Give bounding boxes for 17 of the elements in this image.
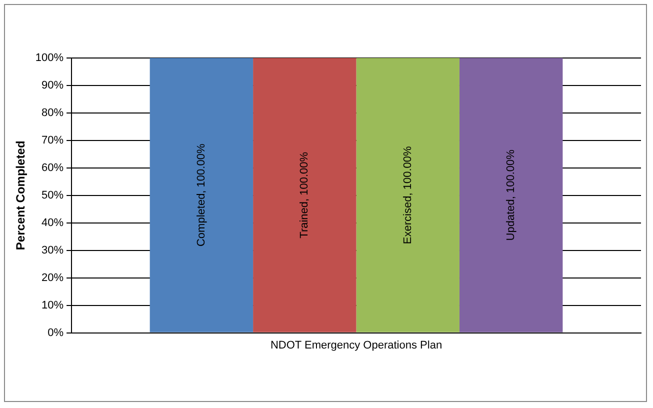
y-tick-label: 30%: [42, 244, 64, 256]
data-label: Updated, 100.00%: [505, 149, 518, 241]
y-tick-label: 90%: [42, 80, 64, 92]
data-label: Completed, 100.00%: [195, 144, 208, 247]
y-tick-label: 10%: [42, 299, 64, 312]
y-tick-label: 60%: [42, 162, 64, 174]
y-tick-label: 20%: [42, 272, 64, 284]
y-tick-label: 100%: [35, 52, 64, 64]
x-tick-label: NDOT Emergency Operations Plan: [270, 339, 442, 352]
y-axis-title: Percent Completed: [14, 140, 28, 250]
data-label: Trained, 100.00%: [298, 152, 311, 238]
y-tick-label: 0%: [48, 326, 64, 339]
y-tick-label: 80%: [42, 106, 64, 119]
data-label: Exercised, 100.00%: [402, 146, 414, 244]
y-tick-label: 70%: [42, 134, 64, 146]
y-tick-label: 50%: [42, 189, 64, 202]
y-tick-label: 40%: [42, 216, 64, 229]
